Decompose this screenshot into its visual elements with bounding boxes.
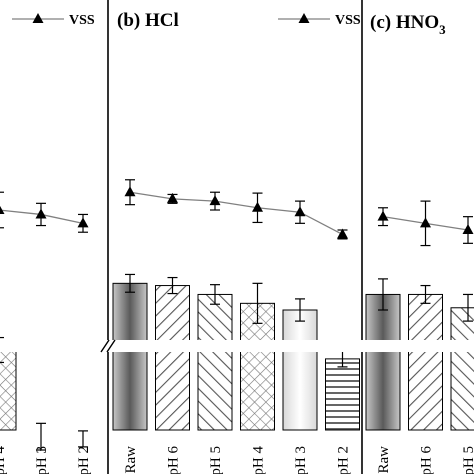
x-tick-labels: pH 4 pH 3 pH 2 Raw pH 6 pH 5 pH 4 pH 3 pH 2 Raw pH…	[0, 446, 474, 474]
vss-point	[124, 186, 136, 197]
panel-frames	[107, 0, 363, 474]
x-tick-label: pH 6	[419, 446, 435, 474]
vss-point	[252, 201, 263, 212]
panel-a-legend-label: VSS	[69, 13, 95, 28]
bar-error-bar	[0, 336, 4, 364]
triangle-icon	[32, 13, 44, 23]
vss-point	[377, 210, 389, 221]
vss-error-bar	[0, 191, 4, 229]
bar-group	[0, 273, 474, 451]
panel-a-legend: VSS	[12, 13, 95, 28]
panel-c-title: (c) HNO3	[370, 12, 446, 37]
x-tick-label: pH 6	[166, 446, 182, 474]
bar	[0, 349, 17, 431]
bar	[197, 293, 233, 431]
vss-point	[167, 192, 178, 203]
panel-b-legend-label: VSS	[335, 13, 361, 28]
bar-error-bar	[463, 293, 473, 322]
vss-point	[337, 228, 348, 239]
vss-point	[420, 217, 431, 228]
x-tick-label: pH 5	[208, 446, 224, 474]
vss-point	[35, 208, 47, 219]
vss-point	[0, 205, 5, 214]
vss-point	[294, 206, 306, 217]
bar-error-bar	[78, 430, 88, 448]
bar-error-bar	[36, 422, 46, 451]
panel-c-title-subscript: 3	[439, 22, 446, 37]
bar	[112, 282, 148, 431]
bar-error-bar	[378, 278, 388, 311]
double-slash-icon	[100, 339, 116, 353]
panel-c-title-prefix: (c)	[370, 12, 396, 33]
vss-point	[77, 217, 89, 228]
vss-line	[129, 191, 343, 236]
bar-error-bar	[420, 284, 431, 304]
bar	[155, 285, 190, 431]
panel-b-title-text: HCl	[145, 10, 179, 31]
bar	[365, 293, 401, 431]
vss-point	[209, 195, 221, 206]
vss-point	[462, 224, 474, 234]
bar-error-bar	[167, 276, 178, 295]
panel-b-title: (b) HCl	[117, 10, 179, 31]
axis-break-band	[0, 340, 474, 352]
x-tick-label: pH 4	[251, 446, 267, 474]
bar-error-bar	[252, 282, 263, 324]
bar	[325, 358, 360, 431]
x-tick-label: Raw	[123, 446, 139, 474]
bar-error-bar	[210, 284, 220, 305]
bar	[450, 307, 474, 431]
panel-b-title-prefix: (b)	[117, 10, 145, 31]
x-tick-label: Raw	[376, 446, 392, 474]
x-tick-label: pH 2	[76, 446, 92, 474]
x-tick-label: pH 5	[461, 446, 474, 474]
bar-error-bar	[125, 273, 135, 293]
triangle-icon	[298, 13, 310, 23]
bar	[408, 293, 443, 431]
bar	[282, 309, 318, 431]
panel-c-title-text: HNO	[396, 12, 439, 33]
x-tick-label: pH 3	[34, 446, 50, 474]
bar-error-bar	[295, 298, 305, 322]
vss-line-group	[0, 179, 474, 247]
panel-b-legend: VSS	[278, 13, 361, 28]
bar	[240, 302, 275, 431]
x-tick-label: pH 4	[0, 446, 8, 474]
x-tick-label: pH 2	[336, 446, 352, 474]
x-tick-label: pH 3	[293, 446, 309, 474]
